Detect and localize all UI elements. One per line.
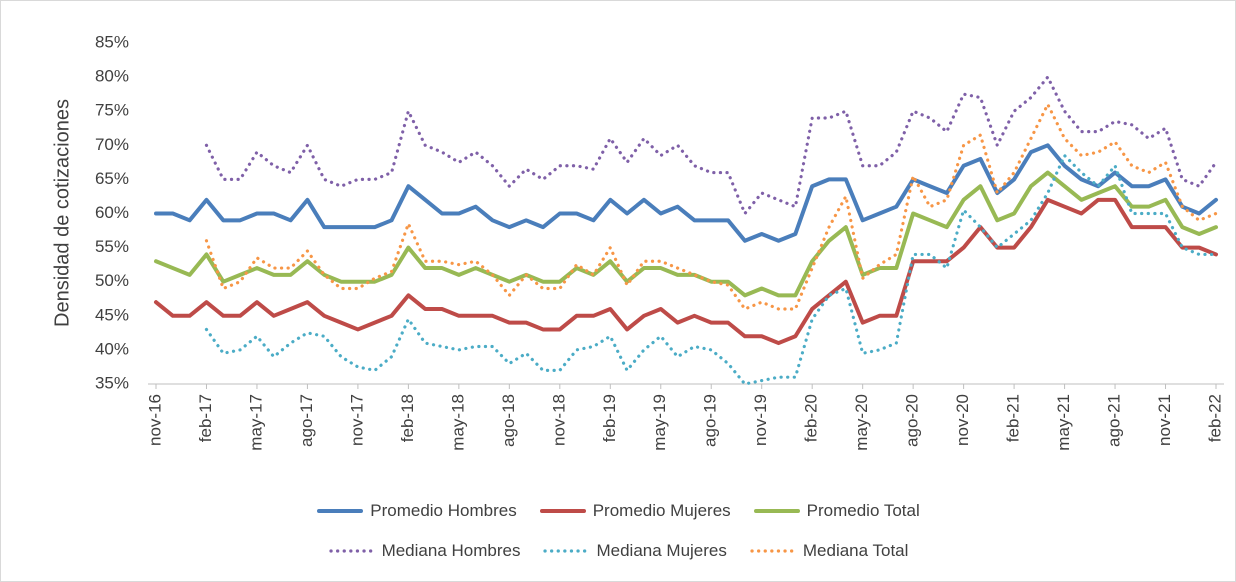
legend-item: Promedio Mujeres <box>539 501 731 521</box>
x-tick-label: nov-19 <box>751 394 770 446</box>
legend-swatch <box>750 549 796 553</box>
legend-label: Mediana Mujeres <box>596 541 727 560</box>
x-tick-label: nov-16 <box>145 394 164 446</box>
x-tick-label: feb-22 <box>1205 394 1224 442</box>
x-tick-label: feb-21 <box>1004 394 1023 442</box>
y-tick-label: 40% <box>95 339 129 358</box>
legend-row: Promedio Hombres Promedio Mujeres Promedio… <box>1 491 1235 531</box>
x-tick-label: feb-18 <box>398 394 417 442</box>
y-axis-label: Densidad de cotizaciones <box>51 99 73 327</box>
legend-swatch <box>317 509 364 513</box>
x-tick-label: feb-17 <box>196 394 215 442</box>
legend-item: Mediana Hombres <box>328 541 521 561</box>
x-tick-label: may-17 <box>246 394 265 451</box>
x-tick-label: may-21 <box>1054 394 1073 451</box>
series-line <box>154 143 1218 243</box>
series-line <box>154 170 1218 298</box>
y-tick-label: 55% <box>95 237 129 256</box>
x-tick-label: feb-20 <box>802 394 821 442</box>
series-line <box>204 102 1218 311</box>
x-tick-label: may-18 <box>448 394 467 451</box>
x-tick-label: ago-19 <box>701 394 720 447</box>
series-line <box>204 75 1218 216</box>
legend-swatch <box>328 549 375 553</box>
series-line <box>154 197 1218 346</box>
y-tick-label: 35% <box>95 373 129 392</box>
legend-label: Promedio Total <box>806 501 920 520</box>
legend-item: Mediana Total <box>749 541 909 561</box>
x-tick-label: ago-21 <box>1105 394 1124 447</box>
legend-item: Promedio Total <box>753 501 920 521</box>
y-tick-label: 85% <box>95 32 129 51</box>
y-tick-label: 75% <box>95 101 129 120</box>
x-tick-label: may-19 <box>650 394 669 451</box>
legend-swatch <box>539 509 586 513</box>
y-tick-label: 65% <box>95 169 129 188</box>
legend-label: Promedio Hombres <box>370 501 517 520</box>
y-tick-label: 80% <box>95 67 129 86</box>
y-tick-label: 45% <box>95 305 129 324</box>
x-tick-label: nov-18 <box>549 394 568 446</box>
x-tick-label: ago-20 <box>903 394 922 447</box>
x-tick-label: nov-17 <box>347 394 366 446</box>
legend-item: Mediana Mujeres <box>542 541 727 561</box>
x-tick-label: ago-17 <box>297 394 316 447</box>
legend: Promedio Hombres Promedio Mujeres Promedio… <box>1 491 1235 571</box>
legend-item: Promedio Hombres <box>316 501 517 521</box>
legend-row: Mediana Hombres Mediana Mujeres Mediana To… <box>1 531 1235 571</box>
legend-swatch <box>753 509 800 513</box>
x-tick-label: ago-18 <box>499 394 518 447</box>
legend-label: Mediana Total <box>802 541 909 560</box>
series-line <box>204 153 1218 386</box>
y-tick-label: 50% <box>95 271 129 290</box>
legend-label: Promedio Mujeres <box>592 501 731 520</box>
x-tick-label: nov-20 <box>953 394 972 446</box>
legend-swatch <box>543 549 590 553</box>
x-tick-label: feb-19 <box>600 394 619 442</box>
chart: Densidad de cotizaciones 35% 40% 45% 50% 55%… <box>51 32 1224 451</box>
x-tick-label: nov-21 <box>1155 394 1174 446</box>
y-tick-label: 70% <box>95 135 129 154</box>
legend-label: Mediana Hombres <box>381 541 521 560</box>
y-tick-label: 60% <box>95 203 129 222</box>
x-tick-label: may-20 <box>852 394 871 451</box>
